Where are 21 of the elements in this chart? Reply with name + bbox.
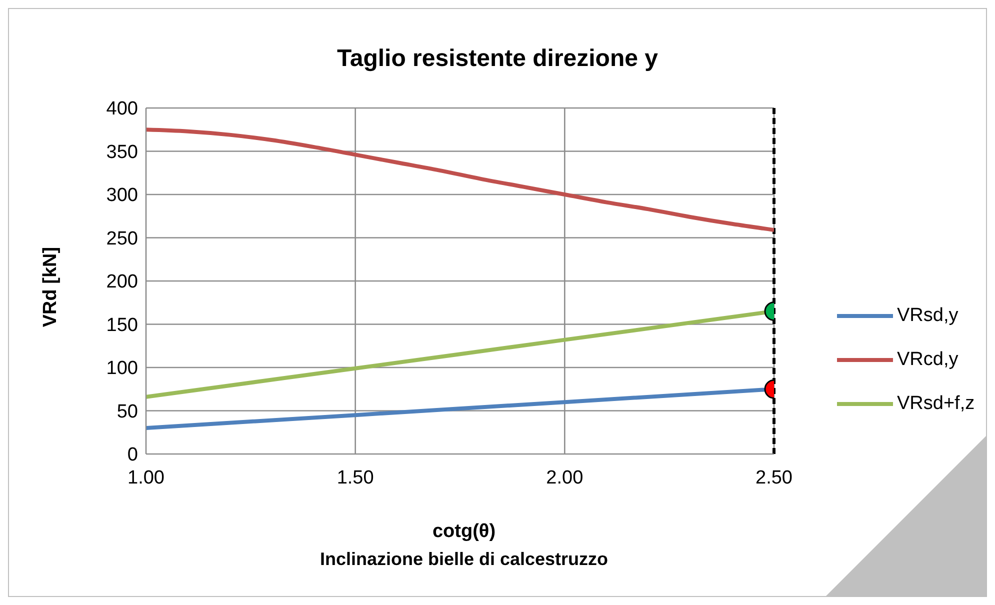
y-tick-label: 400 xyxy=(106,98,138,120)
y-axis-title: VRd [kN] xyxy=(40,246,62,328)
y-tick-label: 100 xyxy=(106,358,138,380)
y-tick-label: 250 xyxy=(106,228,138,250)
legend-label: VRsd,y xyxy=(897,305,958,327)
x-tick-label: 2.50 xyxy=(756,467,792,488)
y-tick-label: 300 xyxy=(106,185,138,206)
y-tick-label: 0 xyxy=(127,444,138,466)
legend-label: VRsd+f,z xyxy=(897,393,975,415)
x-tick-label: 2.00 xyxy=(546,467,584,488)
legend-label: VRcd,y xyxy=(897,349,958,371)
y-tick-label: 150 xyxy=(106,314,138,336)
y-tick-label: 50 xyxy=(116,401,138,422)
line-series xyxy=(146,128,774,232)
x-axis-title: cotg(θ) xyxy=(431,521,497,543)
chart-title: Taglio resistente direzione y xyxy=(336,45,659,73)
text: Inclinazione bielle di calcestruzzo xyxy=(318,549,610,570)
y-tick-label: 200 xyxy=(106,272,138,293)
x-tick-label: 1.00 xyxy=(128,467,164,488)
x-tick-label: 1.50 xyxy=(336,467,374,488)
y-tick-label: 350 xyxy=(106,142,138,163)
